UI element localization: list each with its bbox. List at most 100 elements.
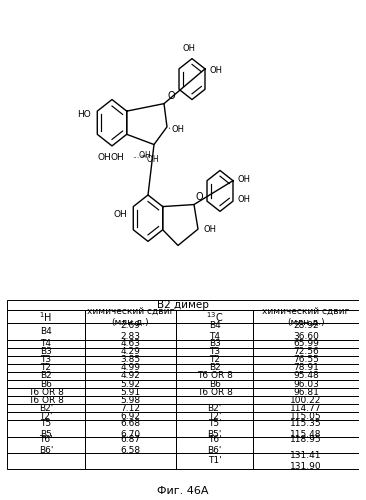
- Bar: [7, 380, 85, 388]
- Text: 96.81: 96.81: [293, 388, 319, 396]
- Text: 78.91: 78.91: [293, 364, 319, 372]
- Text: T4: T4: [41, 339, 52, 348]
- Bar: [7, 340, 85, 347]
- Bar: [253, 364, 359, 372]
- Bar: [7, 310, 85, 324]
- Text: T5
B5: T5 B5: [40, 418, 52, 438]
- Bar: [85, 310, 176, 324]
- Text: 3.85: 3.85: [120, 356, 140, 364]
- Text: 5.92: 5.92: [120, 380, 140, 388]
- Text: B2: B2: [209, 364, 220, 372]
- Text: OH: OH: [237, 194, 250, 203]
- Text: T5'
B5': T5' B5': [208, 418, 222, 438]
- Text: 100.22: 100.22: [290, 396, 322, 404]
- Text: B4: B4: [40, 327, 52, 336]
- Text: 6.68
6.70: 6.68 6.70: [120, 418, 140, 438]
- Text: 4.63: 4.63: [120, 339, 140, 348]
- Bar: [253, 356, 359, 364]
- Text: химический сдвиг
(млн.д.): химический сдвиг (млн.д.): [87, 306, 174, 327]
- Text: T2': T2': [208, 412, 221, 421]
- Bar: [85, 340, 176, 347]
- Bar: [7, 372, 85, 380]
- Bar: [176, 380, 253, 388]
- Bar: [7, 388, 85, 396]
- Bar: [85, 356, 176, 364]
- Text: OH: OH: [97, 152, 111, 162]
- Bar: [7, 348, 85, 356]
- Text: 28.92
36.60: 28.92 36.60: [293, 322, 319, 342]
- Bar: [176, 420, 253, 436]
- Text: B4
T4: B4 T4: [209, 322, 220, 342]
- Text: 7.12: 7.12: [120, 404, 140, 413]
- Text: 76.55: 76.55: [293, 356, 319, 364]
- Text: T2: T2: [209, 356, 220, 364]
- Bar: [85, 453, 176, 469]
- Text: 96.03: 96.03: [293, 380, 319, 388]
- Bar: [176, 372, 253, 380]
- Text: 5.98: 5.98: [120, 396, 140, 404]
- Bar: [253, 348, 359, 356]
- Bar: [85, 436, 176, 453]
- Bar: [7, 396, 85, 404]
- Text: OH: OH: [203, 224, 216, 234]
- Text: ""OH: ""OH: [141, 156, 159, 164]
- Bar: [253, 436, 359, 453]
- Text: 2.69
2.83: 2.69 2.83: [120, 322, 140, 342]
- Bar: [253, 324, 359, 340]
- Bar: [7, 453, 85, 469]
- Bar: [176, 453, 253, 469]
- Text: OH: OH: [172, 125, 185, 134]
- Bar: [176, 340, 253, 347]
- Bar: [253, 412, 359, 420]
- Text: 4.92: 4.92: [120, 372, 140, 380]
- Text: ...OH: ...OH: [132, 152, 151, 160]
- Bar: [85, 404, 176, 412]
- Text: 72.56: 72.56: [293, 347, 319, 356]
- Bar: [253, 380, 359, 388]
- Bar: [176, 324, 253, 340]
- Text: 65.99: 65.99: [293, 339, 319, 348]
- Text: T6 OR 8: T6 OR 8: [197, 372, 232, 380]
- Text: T2: T2: [41, 364, 52, 372]
- Text: T3: T3: [40, 356, 52, 364]
- Text: $^{13}$C: $^{13}$C: [206, 310, 223, 324]
- Text: O: O: [196, 192, 203, 202]
- Text: B6: B6: [209, 380, 221, 388]
- Text: O: O: [167, 91, 175, 101]
- Bar: [253, 453, 359, 469]
- Bar: [7, 356, 85, 364]
- Text: T6'
B6': T6' B6': [39, 434, 53, 455]
- Text: B2 димер: B2 димер: [157, 300, 209, 310]
- Text: B3: B3: [40, 347, 52, 356]
- Bar: [85, 420, 176, 436]
- Bar: [7, 324, 85, 340]
- Bar: [176, 436, 253, 453]
- Text: OH: OH: [113, 210, 127, 218]
- Bar: [85, 412, 176, 420]
- Text: $^{1}$H: $^{1}$H: [40, 310, 53, 324]
- Bar: [85, 348, 176, 356]
- Text: T6'
B6': T6' B6': [208, 434, 222, 455]
- Text: химический сдвиг
(млн.д.): химический сдвиг (млн.д.): [262, 306, 350, 327]
- Bar: [7, 404, 85, 412]
- Bar: [7, 300, 359, 310]
- Text: T6 OR 8: T6 OR 8: [28, 388, 64, 396]
- Bar: [85, 388, 176, 396]
- Text: 131.41
131.90: 131.41 131.90: [290, 451, 322, 471]
- Bar: [7, 420, 85, 436]
- Bar: [253, 388, 359, 396]
- Bar: [253, 404, 359, 412]
- Text: 4.29: 4.29: [120, 347, 140, 356]
- Bar: [7, 364, 85, 372]
- Bar: [176, 412, 253, 420]
- Text: B2': B2': [39, 404, 53, 413]
- Text: OH: OH: [237, 176, 250, 184]
- Text: T6 OR 8: T6 OR 8: [197, 388, 232, 396]
- Text: T3: T3: [209, 347, 220, 356]
- Text: T2': T2': [39, 412, 53, 421]
- Bar: [176, 310, 253, 324]
- Text: OH: OH: [209, 66, 222, 76]
- Bar: [7, 436, 85, 453]
- Bar: [85, 324, 176, 340]
- Text: T6 OR 8: T6 OR 8: [28, 396, 64, 404]
